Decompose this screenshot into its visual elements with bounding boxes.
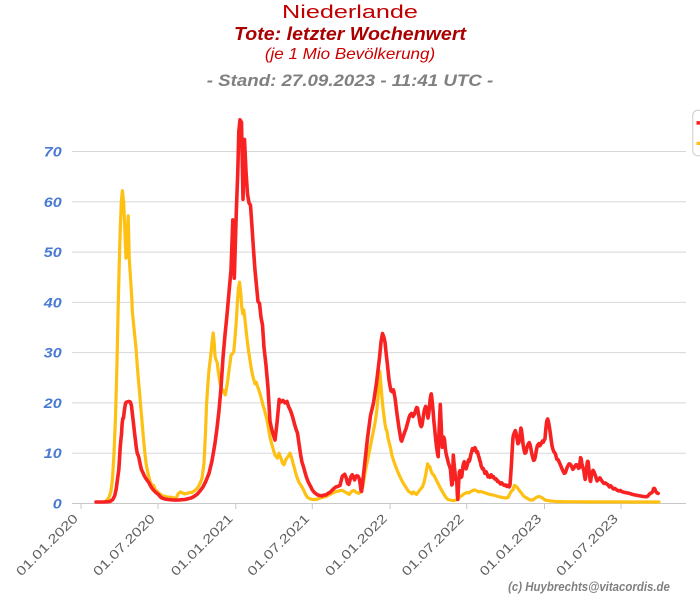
svg-text:01.07.2023: 01.07.2023	[554, 512, 621, 579]
svg-text:40: 40	[43, 295, 63, 311]
svg-text:20: 20	[43, 396, 63, 412]
svg-text:01.01.2020: 01.01.2020	[14, 512, 81, 579]
svg-text:01.07.2022: 01.07.2022	[400, 512, 467, 579]
svg-text:01.07.2020: 01.07.2020	[91, 512, 158, 579]
svg-text:30: 30	[44, 346, 63, 362]
svg-text:01.01.2021: 01.01.2021	[169, 512, 236, 579]
svg-text:0: 0	[53, 497, 63, 513]
svg-text:50: 50	[44, 245, 63, 261]
svg-text:70: 70	[44, 145, 63, 161]
svg-text:60: 60	[44, 195, 63, 211]
svg-text:10: 10	[44, 446, 63, 462]
svg-text:01.07.2021: 01.07.2021	[245, 512, 312, 579]
svg-text:01.01.2023: 01.01.2023	[477, 512, 544, 579]
svg-text:01.01.2022: 01.01.2022	[323, 512, 390, 579]
